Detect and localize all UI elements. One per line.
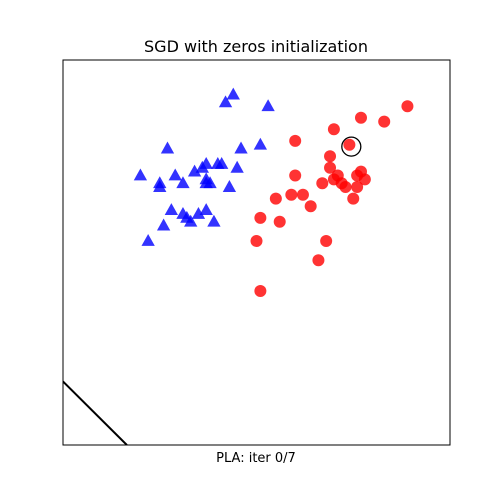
- red-circle-point: [289, 169, 302, 182]
- blue-triangle-point: [187, 164, 202, 177]
- x-axis-label: PLA: iter 0/7: [216, 451, 296, 466]
- red-circle-point: [327, 123, 340, 136]
- red-circle-point: [250, 234, 263, 247]
- blue-triangle-point: [230, 160, 244, 173]
- blue-triangle-point: [164, 203, 179, 216]
- blue-triangle-point: [153, 180, 167, 192]
- decision-boundary-line: [63, 380, 128, 445]
- blue-triangle-point: [176, 176, 190, 189]
- highlighted-point-ring: [341, 136, 362, 157]
- red-circle-point: [324, 161, 337, 174]
- red-circle-point: [347, 192, 360, 205]
- chart-title: SGD with zeros initialization: [144, 37, 368, 56]
- blue-triangle-point: [218, 95, 233, 108]
- red-circle-point: [378, 115, 391, 128]
- blue-triangle-point: [207, 214, 221, 227]
- red-circle-point: [351, 181, 364, 194]
- red-circle-point: [312, 254, 325, 267]
- red-circle-point: [401, 100, 414, 113]
- blue-triangle-point: [160, 141, 175, 154]
- blue-triangle-point: [226, 87, 240, 100]
- blue-triangle-point: [215, 156, 229, 169]
- red-circle-point: [339, 181, 352, 194]
- blue-triangle-point: [234, 141, 248, 154]
- blue-triangle-point: [184, 214, 198, 227]
- plot-area: [63, 87, 414, 445]
- blue-triangle-point: [261, 99, 275, 112]
- blue-triangle-point: [133, 168, 148, 181]
- red-circle-point: [285, 188, 298, 201]
- red-circle-point: [320, 234, 333, 247]
- blue-triangle-point: [222, 180, 237, 192]
- red-circle-point: [343, 138, 356, 151]
- red-circle-point: [273, 215, 286, 228]
- red-circle-point: [316, 177, 329, 190]
- red-circle-point: [324, 150, 337, 163]
- plot-frame: [62, 59, 451, 446]
- blue-triangle-point: [141, 233, 155, 246]
- red-circle-point: [304, 200, 317, 213]
- blue-triangle-point: [156, 218, 171, 231]
- red-circle-point: [354, 111, 367, 124]
- red-circle-point: [296, 188, 309, 201]
- blue-triangle-point: [195, 160, 209, 173]
- red-circle-point: [269, 192, 282, 205]
- blue-triangle-point: [253, 137, 268, 150]
- red-circle-point: [289, 134, 302, 147]
- blue-triangle-point: [199, 203, 213, 216]
- red-circle-point: [358, 173, 371, 186]
- blue-triangle-point: [203, 176, 217, 189]
- red-circle-point: [254, 285, 267, 297]
- blue-triangle-point: [191, 207, 206, 219]
- red-circle-point: [254, 211, 267, 224]
- blue-triangle-point: [168, 168, 182, 181]
